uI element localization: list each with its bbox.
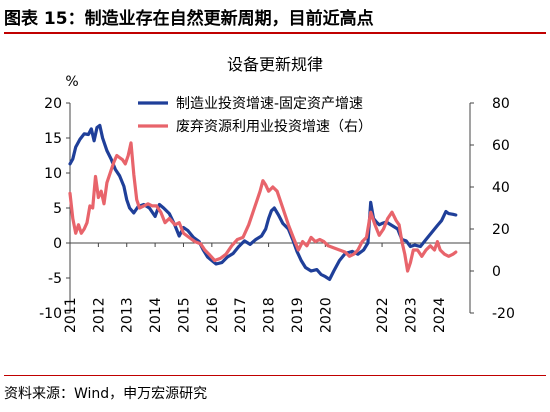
x-tick-label: 2011 [63,297,79,333]
x-tick-label: 2015 [176,297,192,333]
x-tick-label: 2019 [290,297,306,333]
source-note: 资料来源：Wind，申万宏源研究 [4,386,208,402]
left-tick-label: 5 [53,201,62,217]
x-tick-label: 2012 [91,297,107,333]
left-tick-label: 0 [53,236,62,252]
chart-legend: 制造业投资增速-固定资产增速 废弃资源利用业投资增速（右） [138,96,372,135]
y-unit-label: % [65,74,78,90]
legend-label-waste-resource: 废弃资源利用业投资增速（右） [176,119,372,135]
left-tick-label: -5 [48,271,62,287]
x-tick-label: 2022 [375,297,391,333]
right-axis: -20 0 20 40 60 80 [469,96,515,322]
left-tick-label: -10 [39,306,62,322]
right-tick-label: 20 [492,222,510,238]
x-tick-label: 2014 [148,297,164,333]
left-tick-label: 20 [44,96,62,112]
right-tick-label: 60 [492,138,510,154]
x-tick-label: 2018 [262,297,278,333]
title-divider [4,32,546,34]
x-tick-label: 2016 [205,297,221,333]
x-tick-label: 2024 [432,297,448,333]
left-tick-label: 15 [44,131,62,147]
x-axis: 2011 2012 2013 2014 2015 2016 2017 2018 2019 2020… [63,242,470,333]
chart-title: 设备更新规律 [227,55,323,74]
x-tick-label: 2023 [403,297,419,333]
x-tick-label: 2013 [120,297,136,333]
right-tick-label: -20 [492,306,515,322]
right-tick-label: 40 [492,180,510,196]
x-tick-label: 2020 [318,297,334,333]
footer-divider [4,375,546,376]
series-layer [68,123,458,281]
x-tick-label: 2017 [233,297,249,333]
series-line-manufacturing [68,123,458,281]
legend-label-manufacturing: 制造业投资增速-固定资产增速 [176,96,363,112]
series-line-waste-resource [68,141,458,273]
line-chart: 设备更新规律 % 制造业投资增速-固定资产增速 废弃资源利用业投资增速（右） -… [39,55,515,333]
report-figure-title: 图表 15：制造业存在自然更新周期，目前近高点 [4,9,374,29]
right-tick-label: 80 [492,96,510,112]
left-axis: -10 -5 0 5 10 15 20 [39,96,71,322]
right-tick-label: 0 [492,264,501,280]
left-tick-label: 10 [44,166,62,182]
